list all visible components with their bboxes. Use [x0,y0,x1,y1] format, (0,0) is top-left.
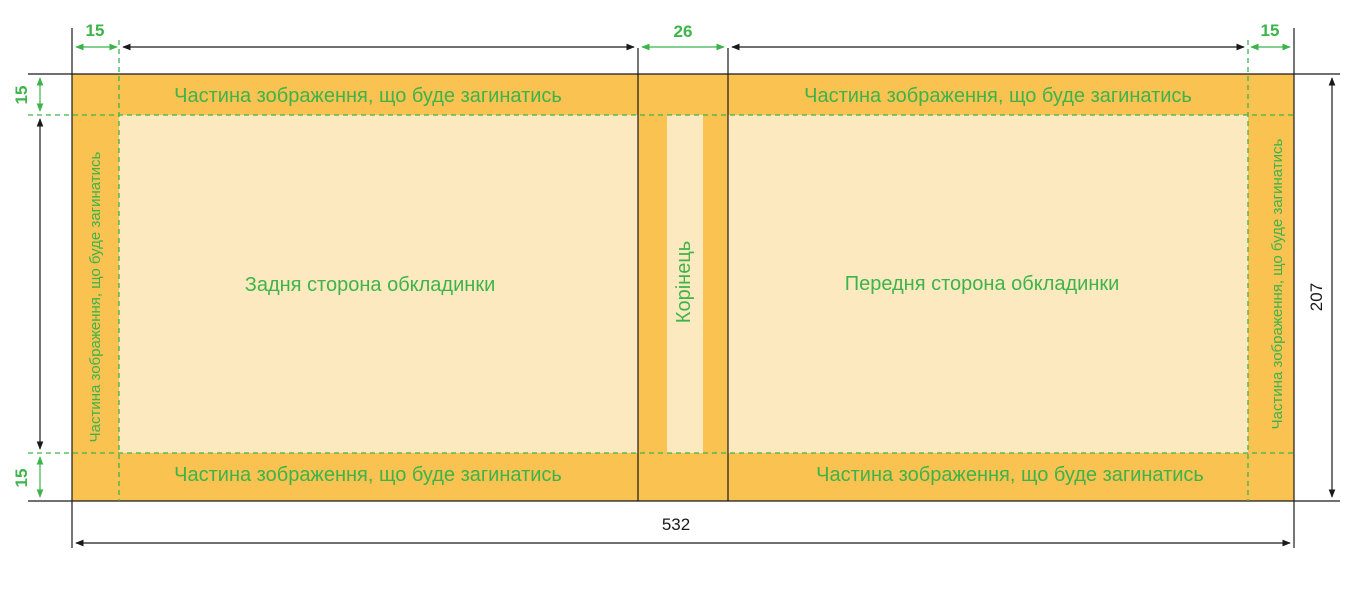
fold-label-bottom-left: Частина зображення, що буде загинатись [174,464,562,486]
dim-total-width: 532 [662,515,690,534]
dim-margin-bottom: 15 [12,469,31,488]
front-cover-label: Передня сторона обкладинки [845,273,1120,295]
dim-margin-left: 15 [86,21,105,40]
back-cover-label: Задня сторона обкладинки [245,274,496,296]
fold-label-side-left: Частина зображення, що буде загинатись [87,151,104,442]
dim-margin-right: 15 [1261,21,1280,40]
dim-margin-top: 15 [12,86,31,105]
spine-label: Корінець [673,241,695,323]
panel-lines [28,28,1340,548]
back-cover-area [119,115,638,453]
dim-spine-width: 26 [674,22,693,41]
fold-label-top-left: Частина зображення, що буде загинатись [174,85,562,107]
spine-center-area [667,115,703,453]
fold-label-top-right: Частина зображення, що буде загинатись [804,85,1192,107]
fold-guides [28,40,1294,501]
fold-label-bottom-right: Частина зображення, що буде загинатись [816,464,1204,486]
fold-label-side-right: Частина зображення, що буде загинатись [1269,138,1286,429]
front-cover-area [728,115,1248,453]
dim-total-height: 207 [1307,283,1326,311]
